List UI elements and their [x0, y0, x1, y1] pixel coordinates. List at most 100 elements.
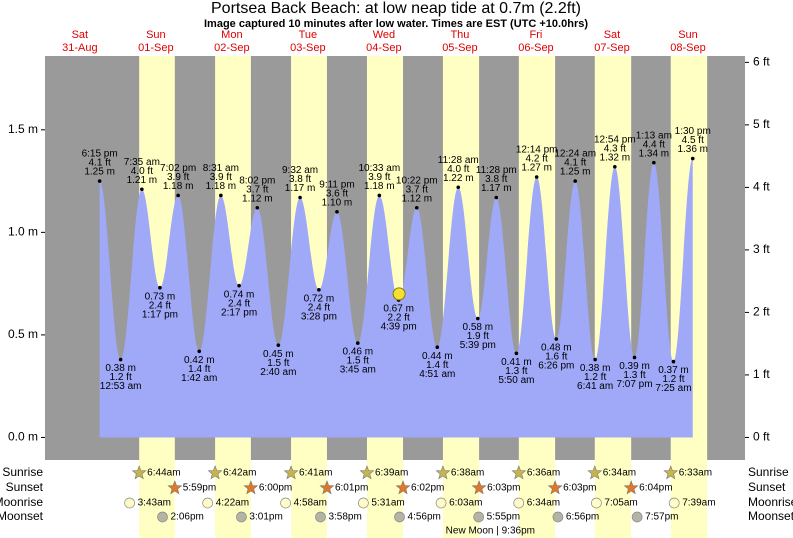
tide-time: 4:51 am [419, 369, 455, 380]
tide-extreme [355, 341, 360, 345]
y2-tick-label: 3 ft [753, 242, 770, 256]
tide-extreme [219, 193, 223, 198]
y2-tick-label: 0 ft [753, 430, 770, 444]
tide-time: 12:53 am [100, 381, 142, 392]
tide-time: 3:28 pm [301, 311, 337, 322]
tide-height-ft: 3.9 ft [210, 172, 232, 183]
astro-time: 6:03am [449, 498, 482, 509]
tide-height-m: 1.17 m [481, 183, 512, 194]
y2-tick-label: 6 ft [753, 55, 770, 69]
sunset-icon [623, 480, 639, 495]
day-label: Wed [373, 29, 395, 41]
tide-time: 10:22 pm [396, 175, 438, 186]
moonrise-icon [280, 497, 291, 509]
tide-height-m: 0.46 m [342, 347, 373, 358]
date-label: 01-Sep [138, 42, 173, 54]
date-label: 03-Sep [290, 42, 325, 54]
tide-extreme [335, 210, 339, 214]
tide-time: 12:24 am [554, 149, 596, 160]
moonset-icon [394, 511, 405, 523]
tide-height-m: 0.37 m [658, 365, 689, 376]
row-label: Moonrise [0, 495, 43, 509]
tide-time: 1:17 pm [142, 309, 178, 320]
y2-tick-label: 2 ft [753, 305, 770, 319]
tide-time: 2:40 am [260, 367, 296, 378]
tide-height-m: 1.25 m [560, 167, 591, 178]
date-label: 31-Aug [62, 42, 97, 54]
tide-height-m: 0.38 m [580, 363, 611, 374]
astro-time: 4:58am [294, 498, 327, 509]
moonset-icon [157, 511, 168, 523]
y2-tick-label: 5 ft [753, 117, 770, 131]
astro-time: 5:31am [371, 498, 404, 509]
tide-height-m: 1.18 m [364, 181, 395, 192]
y-tick-label: 1.5 m [8, 122, 38, 136]
sunrise-icon [131, 465, 147, 480]
tide-time: 11:28 pm [476, 165, 517, 176]
tide-height-ft: 1.3 ft [505, 366, 527, 377]
astro-time: 6:56pm [566, 512, 599, 523]
tide-height-ft: 3.9 ft [368, 172, 390, 183]
tide-height-ft: 1.2 ft [110, 372, 132, 383]
tide-extreme [237, 283, 241, 288]
tide-time: 12:54 pm [594, 134, 636, 145]
y2-tick-label: 1 ft [753, 367, 770, 381]
moonset-icon [473, 511, 485, 523]
astro-time: 3:58pm [328, 512, 361, 523]
tide-height-m: 1.17 m [285, 183, 316, 194]
tide-height-m: 1.34 m [639, 148, 670, 159]
sunrise-icon [663, 465, 679, 480]
tide-height-ft: 1.4 ft [188, 364, 210, 375]
astro-time: 6:04pm [639, 483, 672, 494]
tide-extreme [554, 337, 559, 341]
tide-height-m: 1.22 m [443, 173, 474, 184]
row-label: Moonset [748, 509, 793, 523]
tide-time: 7:07 pm [616, 379, 652, 390]
astro-time: 3:43am [138, 498, 171, 509]
tide-height-ft: 4.0 ft [131, 166, 153, 177]
sunrise-icon [359, 465, 375, 480]
astro-time: 6:34am [603, 468, 636, 479]
tide-extreme [158, 285, 162, 290]
tide-time: 10:33 am [358, 163, 400, 174]
tide-height-m: 0.74 m [224, 289, 255, 300]
tide-height-m: 0.67 m [383, 304, 414, 315]
sunrise-icon [207, 465, 223, 480]
tide-height-m: 1.25 m [84, 167, 115, 178]
tide-height-ft: 3.7 ft [406, 184, 428, 195]
tide-height-ft: 3.8 ft [485, 174, 507, 185]
y2-tick-label: 4 ft [753, 180, 770, 194]
tide-height-ft: 4.4 ft [643, 139, 665, 150]
astro-time: 6:44am [147, 468, 180, 479]
tide-height-m: 1.32 m [600, 152, 631, 163]
tide-height-ft: 1.4 ft [426, 360, 448, 371]
astro-time: 6:42am [223, 468, 256, 479]
tide-time: 3:45 am [340, 365, 376, 376]
tide-time: 2:17 pm [221, 307, 257, 318]
tide-time: 11:28 am [438, 155, 479, 166]
tide-height-ft: 4.3 ft [604, 143, 626, 154]
tide-height-ft: 4.0 ft [447, 164, 469, 175]
tide-height-ft: 2.4 ft [308, 302, 330, 313]
tide-height-m: 0.39 m [619, 361, 650, 372]
tide-height-m: 1.10 m [322, 197, 353, 208]
tide-height-ft: 2.4 ft [228, 298, 250, 309]
sunrise-icon [587, 465, 603, 480]
tide-extreme [456, 185, 461, 190]
tide-extreme [435, 345, 440, 350]
tide-height-ft: 4.2 ft [526, 154, 548, 165]
astro-time: 6:03pm [563, 483, 596, 494]
tide-time: 1:42 am [181, 373, 217, 384]
y-tick-label: 0.0 m [8, 430, 38, 444]
tide-time: 4:39 pm [381, 322, 417, 333]
date-label: 06-Sep [518, 42, 553, 54]
moonrise-icon [591, 497, 602, 509]
date-label: 07-Sep [594, 42, 629, 54]
tide-time: 7:35 am [124, 157, 160, 168]
tide-extreme [176, 193, 180, 198]
tide-extreme [573, 179, 578, 183]
tide-height-m: 0.42 m [184, 355, 215, 366]
tide-height-ft: 1.9 ft [467, 331, 489, 342]
tide-height-ft: 1.2 ft [662, 374, 684, 385]
tide-time: 5:50 am [498, 375, 534, 386]
